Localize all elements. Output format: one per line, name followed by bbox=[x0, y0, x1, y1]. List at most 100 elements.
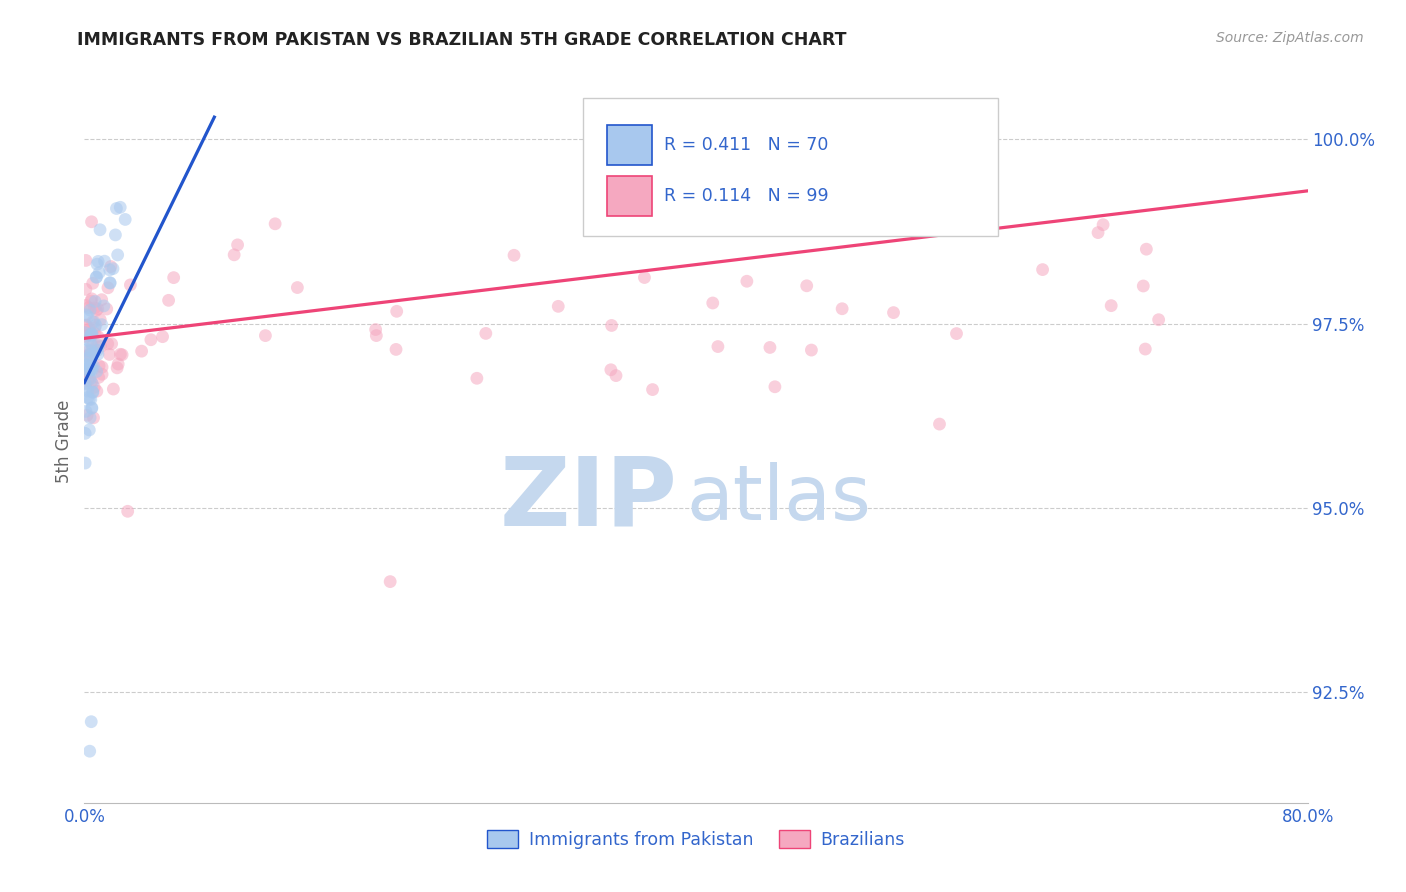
Point bbox=[80, 326, 103, 341]
Point bbox=[83, 410, 105, 425]
Point bbox=[83, 315, 105, 329]
Point bbox=[90, 293, 112, 307]
Point bbox=[131, 344, 153, 359]
Point bbox=[75, 298, 97, 312]
Point bbox=[104, 227, 127, 242]
Point bbox=[75, 282, 97, 296]
Point bbox=[98, 263, 121, 277]
Point bbox=[97, 281, 120, 295]
Point bbox=[80, 215, 103, 229]
Point bbox=[84, 326, 107, 341]
Point bbox=[80, 358, 103, 372]
Point bbox=[157, 293, 180, 308]
Point bbox=[735, 274, 758, 288]
Point bbox=[93, 254, 115, 268]
Point bbox=[77, 301, 100, 315]
Point bbox=[80, 344, 103, 359]
Point bbox=[84, 270, 107, 285]
Point bbox=[759, 341, 782, 355]
Point bbox=[75, 426, 97, 441]
Point bbox=[80, 401, 103, 416]
Point bbox=[79, 322, 101, 336]
Point bbox=[75, 404, 97, 418]
Point bbox=[91, 368, 114, 382]
Point bbox=[75, 326, 97, 340]
Point bbox=[163, 270, 186, 285]
Point bbox=[84, 343, 107, 357]
Point bbox=[96, 301, 118, 316]
Point bbox=[89, 266, 111, 280]
Point bbox=[641, 383, 664, 397]
Point bbox=[605, 368, 627, 383]
Point bbox=[77, 343, 100, 358]
Text: atlas: atlas bbox=[686, 462, 872, 536]
Point bbox=[76, 358, 98, 372]
Point bbox=[796, 278, 818, 293]
Point bbox=[82, 384, 104, 399]
Point bbox=[83, 380, 105, 394]
Point bbox=[84, 294, 107, 309]
Point bbox=[82, 277, 104, 291]
Point bbox=[87, 329, 110, 343]
Point bbox=[100, 260, 122, 274]
Point bbox=[139, 333, 162, 347]
Point bbox=[98, 276, 121, 290]
Point bbox=[82, 362, 104, 376]
Point bbox=[79, 423, 101, 437]
Point bbox=[101, 261, 124, 276]
Point bbox=[82, 339, 104, 353]
Point bbox=[76, 409, 98, 423]
Point bbox=[75, 318, 97, 332]
Point bbox=[110, 200, 132, 214]
Point bbox=[633, 270, 655, 285]
Point bbox=[547, 299, 569, 313]
Point bbox=[76, 367, 98, 381]
Point bbox=[883, 305, 905, 319]
Point bbox=[97, 336, 120, 351]
Point bbox=[107, 248, 129, 262]
Point bbox=[503, 248, 526, 262]
Point bbox=[75, 456, 97, 470]
Text: R = 0.114   N = 99: R = 0.114 N = 99 bbox=[664, 187, 828, 205]
Legend: Immigrants from Pakistan, Brazilians: Immigrants from Pakistan, Brazilians bbox=[479, 823, 912, 855]
Point bbox=[1135, 242, 1157, 256]
Point bbox=[599, 363, 621, 377]
Point bbox=[77, 364, 100, 378]
Point bbox=[76, 354, 98, 368]
Point bbox=[79, 744, 101, 758]
Point bbox=[1132, 279, 1154, 293]
Point bbox=[110, 347, 132, 361]
Point bbox=[702, 296, 724, 310]
Point bbox=[105, 360, 128, 375]
Point bbox=[77, 351, 100, 365]
Point bbox=[1099, 299, 1122, 313]
Point bbox=[76, 384, 98, 398]
Point bbox=[86, 339, 108, 353]
Point bbox=[82, 376, 104, 391]
Point bbox=[80, 401, 103, 415]
Point bbox=[80, 292, 103, 306]
Point bbox=[264, 217, 287, 231]
Point bbox=[80, 337, 103, 351]
Point bbox=[75, 330, 97, 344]
Point bbox=[87, 347, 110, 361]
Point bbox=[107, 357, 129, 371]
Point bbox=[91, 360, 114, 375]
Point bbox=[79, 348, 101, 362]
Point bbox=[763, 380, 786, 394]
Point bbox=[226, 238, 249, 252]
Point bbox=[82, 327, 104, 342]
Point bbox=[93, 299, 115, 313]
Point bbox=[75, 376, 97, 391]
Point bbox=[80, 327, 103, 342]
Point bbox=[76, 362, 98, 376]
Point bbox=[111, 348, 134, 362]
Point bbox=[945, 326, 967, 341]
Point bbox=[105, 202, 128, 216]
Text: Source: ZipAtlas.com: Source: ZipAtlas.com bbox=[1216, 31, 1364, 45]
Point bbox=[385, 304, 408, 318]
Point bbox=[75, 329, 97, 343]
Point bbox=[77, 392, 100, 406]
Point bbox=[364, 322, 387, 336]
Point bbox=[928, 417, 950, 431]
